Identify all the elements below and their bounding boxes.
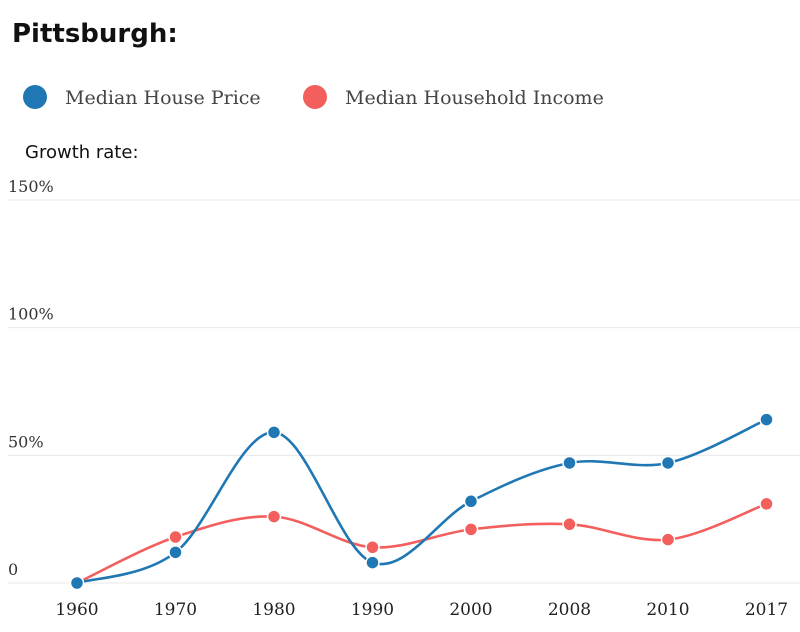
legend-house-marker <box>23 85 47 109</box>
household-income-point-2010[interactable] <box>660 532 676 547</box>
legend-house-label: Median House Price <box>65 87 261 109</box>
x-tick-label: 2017 <box>745 600 788 620</box>
x-axis-ticks: 1960 1970 1980 1990 2000 2008 2010 2017 <box>55 600 788 620</box>
household-income-point-2008[interactable] <box>562 517 577 532</box>
house-price-point-1970[interactable] <box>168 545 183 560</box>
house-price-point-1960[interactable] <box>69 575 85 591</box>
y-tick-label: 150% <box>8 177 54 196</box>
y-tick-label: 50% <box>8 432 44 451</box>
x-tick-label: 2010 <box>646 600 689 620</box>
house-price-point-1990[interactable] <box>365 555 380 570</box>
y-axis-ticks: 0 50% 100% 150% <box>8 177 54 579</box>
legend: Median House Price Median Household Inco… <box>23 85 604 109</box>
house-price-point-2010[interactable] <box>660 455 676 471</box>
y-tick-label: 100% <box>8 305 54 324</box>
house-price-point-2000[interactable] <box>463 494 479 509</box>
x-tick-label: 1970 <box>154 600 197 620</box>
household-income-point-1990[interactable] <box>365 540 380 555</box>
chart-title: Pittsburgh: <box>12 19 178 49</box>
x-tick-label: 1990 <box>351 600 394 620</box>
chart-subtitle: Growth rate: <box>25 142 139 163</box>
household-income-point-1980[interactable] <box>266 509 282 524</box>
series <box>69 412 774 591</box>
house-price-line <box>76 418 768 585</box>
x-tick-label: 2000 <box>449 600 492 620</box>
x-tick-label: 1960 <box>55 600 98 620</box>
x-tick-label: 2008 <box>548 600 591 620</box>
household-income-point-2017[interactable] <box>759 496 774 512</box>
household-income-line <box>76 502 767 585</box>
grid <box>8 199 800 584</box>
legend-income-marker <box>303 85 327 109</box>
legend-income-label: Median Household Income <box>345 87 604 109</box>
house-price-point-2017[interactable] <box>759 412 774 427</box>
house-price-point-1980[interactable] <box>266 425 282 440</box>
y-tick-label: 0 <box>8 560 18 579</box>
x-tick-label: 1980 <box>252 600 295 620</box>
household-income-point-1970[interactable] <box>168 529 183 545</box>
household-income-point-2000[interactable] <box>463 522 479 537</box>
house-price-point-2008[interactable] <box>562 455 577 471</box>
